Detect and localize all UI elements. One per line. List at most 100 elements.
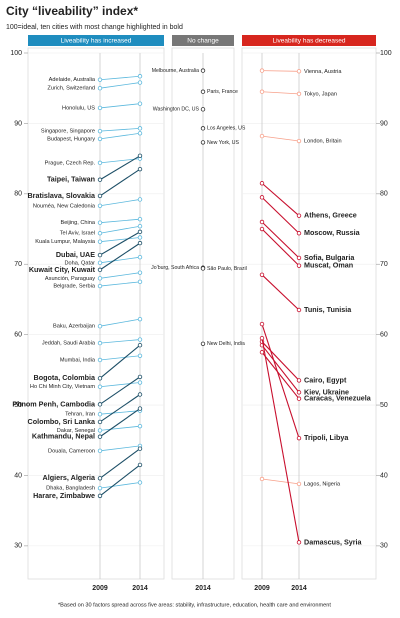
city-label: Jeddah, Saudi Arabia: [42, 341, 96, 347]
point: [97, 384, 103, 389]
slope-line: [261, 351, 300, 400]
slope-line: [99, 168, 141, 197]
city-label: Dubai, UAE: [56, 250, 95, 259]
point: [137, 254, 143, 260]
point: [97, 128, 103, 134]
city-label: Kiev, Ukraine: [304, 387, 349, 396]
city-label: Lagos, Nigeria: [304, 481, 341, 487]
city-label: Colombo, Sri Lanka: [28, 417, 96, 426]
point: [137, 392, 143, 397]
city-label: Kathmandu, Nepal: [32, 432, 95, 441]
city-label: Dhaka, Bangladesh: [46, 486, 95, 492]
slope-line: [261, 344, 300, 393]
city-label: Tunis, Tunisia: [304, 305, 352, 314]
y-tick-label: 70: [380, 261, 388, 268]
y-tick-label: 70: [14, 261, 22, 268]
city-label: Paris, France: [207, 89, 238, 95]
panel-frame: [27, 47, 165, 580]
point: [200, 89, 206, 94]
city-label: Zurich, Switzerland: [47, 86, 95, 92]
point: [296, 231, 302, 236]
point: [97, 485, 103, 491]
city-label: Los Angeles, US: [207, 126, 246, 132]
point: [97, 283, 103, 289]
y-tick-label: 50: [380, 402, 388, 409]
panel-title: Liveability has decreased: [273, 38, 346, 45]
point: [97, 357, 103, 363]
point: [137, 270, 143, 275]
city-label: Dakar, Senegal: [57, 428, 95, 434]
city-label: Athens, Greece: [304, 211, 357, 220]
slope-line: [99, 237, 141, 243]
point: [97, 493, 103, 499]
slope-line: [99, 394, 141, 423]
point: [259, 321, 265, 327]
chart-title: City “liveability” index*: [6, 4, 138, 18]
slope-line: [261, 478, 300, 485]
slope-line: [99, 281, 141, 287]
city-label: Taipei, Taiwan: [47, 175, 95, 184]
point: [137, 316, 143, 322]
point: [296, 263, 302, 268]
slope-line: [99, 199, 141, 207]
x-tick-label: 2009: [254, 585, 270, 592]
point: [259, 219, 265, 225]
y-tick-label: 90: [14, 120, 22, 127]
slope-line: [99, 155, 141, 181]
y-tick-label: 100: [10, 50, 22, 57]
city-label: Asunción, Paraguay: [45, 276, 95, 282]
panel-header: [172, 35, 234, 46]
point: [97, 428, 103, 433]
slope-line: [99, 242, 141, 271]
city-label: Mumbai, India: [60, 357, 96, 363]
slope-line: [261, 228, 300, 267]
city-label: Beijing, China: [60, 220, 95, 226]
point: [296, 213, 302, 218]
city-label: Nouméa, New Caledonia: [33, 203, 96, 209]
panel-title: No change: [187, 38, 219, 45]
point: [296, 307, 302, 313]
slope-line: [99, 218, 141, 224]
chart-subtitle: 100=ideal, ten cities with most change h…: [6, 24, 183, 31]
city-label: Honolulu, US: [62, 105, 95, 111]
panel-header: [28, 35, 164, 46]
point: [97, 323, 103, 329]
point: [200, 107, 206, 112]
slope-line: [99, 225, 141, 234]
city-label: Harare, Zimbabwe: [33, 491, 95, 500]
city-label: Phnom Penh, Cambodia: [12, 399, 96, 408]
point: [259, 181, 265, 186]
point: [97, 160, 103, 166]
slope-line: [99, 75, 141, 81]
city-label: Tokyo, Japan: [304, 91, 337, 97]
city-label: Muscat, Oman: [304, 261, 353, 270]
point: [137, 197, 143, 202]
city-label: Washington DC, US: [153, 107, 200, 113]
point: [97, 448, 103, 454]
city-label: Ho Chi Minh City, Vietnam: [30, 384, 95, 390]
point: [200, 126, 206, 131]
city-label: Moscow, Russia: [304, 228, 361, 237]
city-label: Budapest, Hungary: [47, 136, 95, 142]
point: [296, 378, 302, 383]
point: [200, 68, 206, 73]
slope-line: [261, 91, 300, 95]
point: [97, 86, 103, 91]
city-label: Vienna, Austria: [304, 69, 342, 75]
point: [97, 193, 103, 199]
point: [137, 446, 143, 451]
x-tick-label: 2014: [291, 585, 307, 592]
y-tick-label: 40: [14, 472, 22, 479]
y-tick-label: 40: [380, 472, 388, 479]
y-tick-label: 90: [380, 120, 388, 127]
point: [137, 224, 143, 229]
point: [137, 240, 143, 246]
point: [259, 133, 265, 139]
slope-line: [99, 127, 141, 132]
panel-header: [242, 35, 376, 46]
panel-frame: [241, 47, 377, 580]
point: [137, 423, 143, 429]
city-label: New Delhi, India: [207, 341, 245, 347]
slope-line: [99, 425, 141, 431]
